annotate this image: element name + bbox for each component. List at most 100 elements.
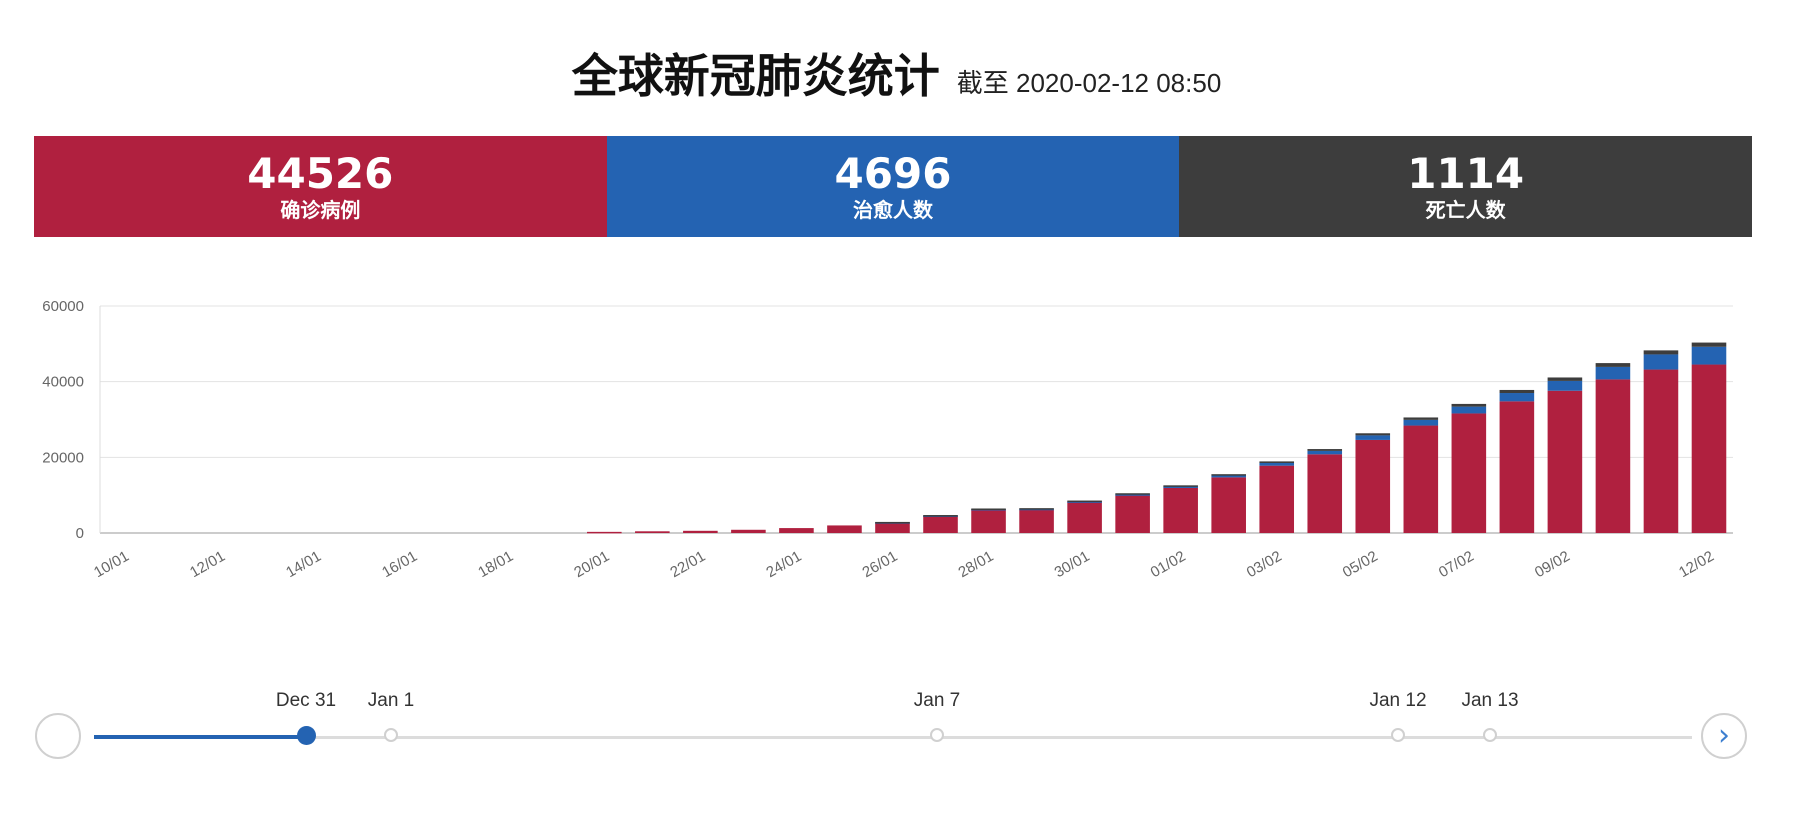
x-tick-label: 10/01: [91, 548, 132, 581]
bar-segment-08/02-s0: [1499, 401, 1535, 533]
x-tick-label: 09/02: [1532, 548, 1573, 581]
bar-segment-21/01-s0: [635, 531, 670, 533]
bar-segment-29/01-s2: [1019, 508, 1054, 510]
y-tick-label: 0: [76, 525, 84, 542]
x-tick-label: 30/01: [1052, 548, 1093, 581]
x-tick-label: 18/01: [475, 548, 516, 581]
page-subtitle: 截至 2020-02-12 08:50: [956, 68, 1222, 98]
bar-segment-25/01-s0: [827, 525, 862, 533]
y-tick-label: 40000: [42, 374, 84, 391]
bar-segment-31/01-s2: [1115, 493, 1150, 495]
stat-deaths-value: 1114: [1407, 148, 1525, 198]
x-tick-label: 03/02: [1244, 548, 1285, 581]
timeline-node[interactable]: [296, 726, 316, 745]
page-header: 全球新冠肺炎统计 截至 2020-02-12 08:50: [0, 40, 1793, 106]
bar-segment-03/02-s0: [1259, 465, 1295, 533]
bar-segment-26/01-s0: [875, 522, 910, 533]
timeline-node[interactable]: [1391, 728, 1405, 742]
stat-confirmed-value: 44526: [247, 148, 394, 198]
bar-segment-23/01-s0: [731, 529, 766, 533]
bar-segment-09/02-s1: [1547, 380, 1583, 391]
bar-segment-08/02-s1: [1499, 393, 1535, 402]
x-tick-label: 12/02: [1676, 548, 1717, 581]
bar-segment-03/02-s2: [1259, 461, 1295, 464]
x-tick-label: 20/01: [571, 548, 612, 581]
timeline-track[interactable]: [94, 736, 1692, 739]
y-tick-label: 20000: [42, 449, 84, 466]
stat-deaths: 1114 死亡人数: [1179, 136, 1753, 237]
stat-recovered-value: 4696: [834, 148, 952, 198]
stats-bar: 44526 确诊病例 4696 治愈人数 1114 死亡人数: [34, 136, 1753, 237]
timeline-node[interactable]: [384, 728, 398, 742]
bar-segment-07/02-s1: [1451, 406, 1487, 414]
bar-segment-30/01-s1: [1067, 501, 1102, 503]
bar-segment-22/01-s0: [683, 530, 718, 533]
next-button[interactable]: ›: [1701, 713, 1747, 759]
bar-segment-06/02-s1: [1403, 419, 1439, 426]
bar-segment-02/02-s0: [1211, 477, 1246, 533]
bar-segment-27/01-s2: [923, 515, 958, 517]
x-tick-label: 16/01: [379, 548, 420, 581]
timeline-progress: [94, 735, 306, 739]
timeline-node-label: Jan 12: [1369, 690, 1427, 711]
bar-segment-26/01-s2: [875, 521, 910, 524]
bar-segment-12/02-s1: [1691, 346, 1727, 365]
bar-segment-09/02-s0: [1547, 390, 1583, 533]
bar-segment-06/02-s2: [1403, 417, 1439, 420]
bar-segment-28/01-s2: [971, 508, 1006, 510]
timeline-node[interactable]: [930, 728, 944, 742]
x-tick-label: 26/01: [859, 548, 900, 581]
chevron-right-icon: ›: [1718, 718, 1730, 753]
bar-segment-05/02-s1: [1355, 435, 1391, 440]
bar-segment-01/02-s1: [1163, 486, 1198, 488]
bar-segment-11/02-s0: [1643, 369, 1679, 533]
stat-deaths-label: 死亡人数: [1425, 197, 1506, 222]
bar-segment-04/02-s2: [1307, 449, 1343, 451]
play-button[interactable]: [35, 713, 81, 759]
bar-segment-30/01-s0: [1067, 501, 1102, 533]
bar-segment-20/01-s0: [587, 531, 622, 534]
bar-segment-29/01-s0: [1019, 509, 1054, 533]
bar-segment-03/02-s1: [1259, 463, 1295, 466]
bar-segment-06/02-s0: [1403, 425, 1439, 533]
bar-segment-02/02-s2: [1211, 474, 1246, 476]
bar-segment-08/02-s2: [1499, 389, 1535, 394]
bar-segment-31/01-s0: [1115, 495, 1150, 533]
bar-segment-10/02-s0: [1595, 379, 1631, 533]
bar-segment-07/02-s0: [1451, 413, 1487, 533]
stat-recovered-label: 治愈人数: [853, 197, 933, 222]
x-tick-label: 28/01: [956, 548, 997, 581]
bar-segment-28/01-s0: [971, 509, 1006, 533]
x-tick-label: 24/01: [763, 548, 804, 581]
bar-segment-30/01-s2: [1067, 500, 1102, 503]
page-title: 全球新冠肺炎统计: [571, 49, 940, 103]
bar-segment-09/02-s2: [1547, 377, 1583, 381]
bar-segment-04/02-s1: [1307, 450, 1343, 455]
timeline-player: Dec 31 Jan 1 Jan 7 Jan 12 Jan 13 ›: [0, 680, 1793, 790]
x-tick-label: 14/01: [283, 548, 324, 581]
bar-segment-10/02-s1: [1595, 366, 1631, 380]
x-tick-label: 05/02: [1340, 548, 1381, 581]
x-tick-label: 07/02: [1436, 548, 1477, 581]
y-tick-label: 60000: [42, 298, 84, 315]
bar-segment-10/02-s2: [1595, 363, 1631, 367]
cases-bar-chart: 0 20000 40000 60000 10/01 12/01 14/01 16/01 18/0…: [42, 298, 1733, 581]
bar-segment-02/02-s1: [1211, 475, 1246, 478]
bar-segment-31/01-s1: [1115, 494, 1150, 496]
bar-segment-12/02-s0: [1691, 364, 1727, 533]
bar-segment-04/02-s0: [1307, 454, 1343, 533]
timeline-node[interactable]: [1483, 728, 1497, 742]
bar-segment-11/02-s2: [1643, 350, 1679, 355]
x-tick-label: 12/01: [187, 548, 228, 581]
x-tick-label: 22/01: [667, 548, 708, 581]
bar-segment-11/02-s1: [1643, 354, 1679, 370]
timeline-node-label: Jan 13: [1461, 690, 1519, 711]
stat-recovered: 4696 治愈人数: [606, 136, 1180, 237]
bar-segment-01/02-s0: [1163, 487, 1198, 533]
timeline-node-label: Jan 1: [367, 690, 415, 711]
bar-segment-05/02-s2: [1355, 433, 1391, 436]
bar-segment-01/02-s2: [1163, 485, 1198, 487]
bar-segment-05/02-s0: [1355, 439, 1391, 533]
stat-confirmed-label: 确诊病例: [280, 197, 361, 222]
bar-segment-07/02-s2: [1451, 403, 1487, 407]
